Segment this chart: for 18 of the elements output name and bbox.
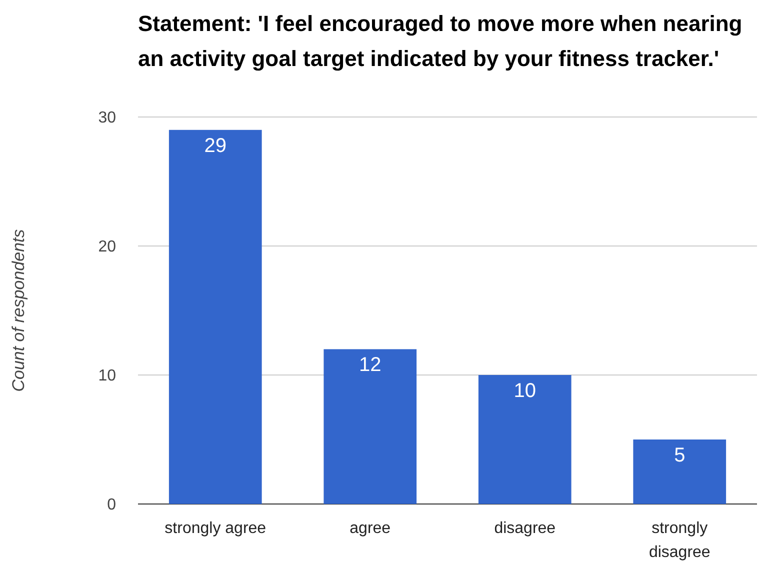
y-tick-label: 20 [98, 238, 116, 256]
bar [478, 375, 572, 504]
y-tick-label: 0 [107, 496, 116, 514]
bar [633, 440, 726, 504]
data-label: 29 [204, 134, 226, 157]
y-axis-title: Count of respondents [9, 228, 28, 392]
x-tick-label: agree [350, 520, 391, 537]
x-tick-label: disagree [494, 520, 556, 537]
bar [168, 130, 262, 504]
x-tick-label: strongly disagree [648, 520, 710, 561]
data-label: 5 [674, 444, 686, 466]
x-tick-label: strongly agree [164, 520, 266, 537]
y-tick-label: 10 [98, 368, 116, 385]
y-tick-label: 30 [98, 110, 116, 127]
data-label: 12 [359, 354, 382, 376]
chart-title: Statement: 'I feel encouraged to move more when nearing an activity goal target indicated by your fitness tracker.' [138, 10, 744, 73]
bar [324, 349, 417, 504]
data-label: 10 [514, 380, 536, 402]
